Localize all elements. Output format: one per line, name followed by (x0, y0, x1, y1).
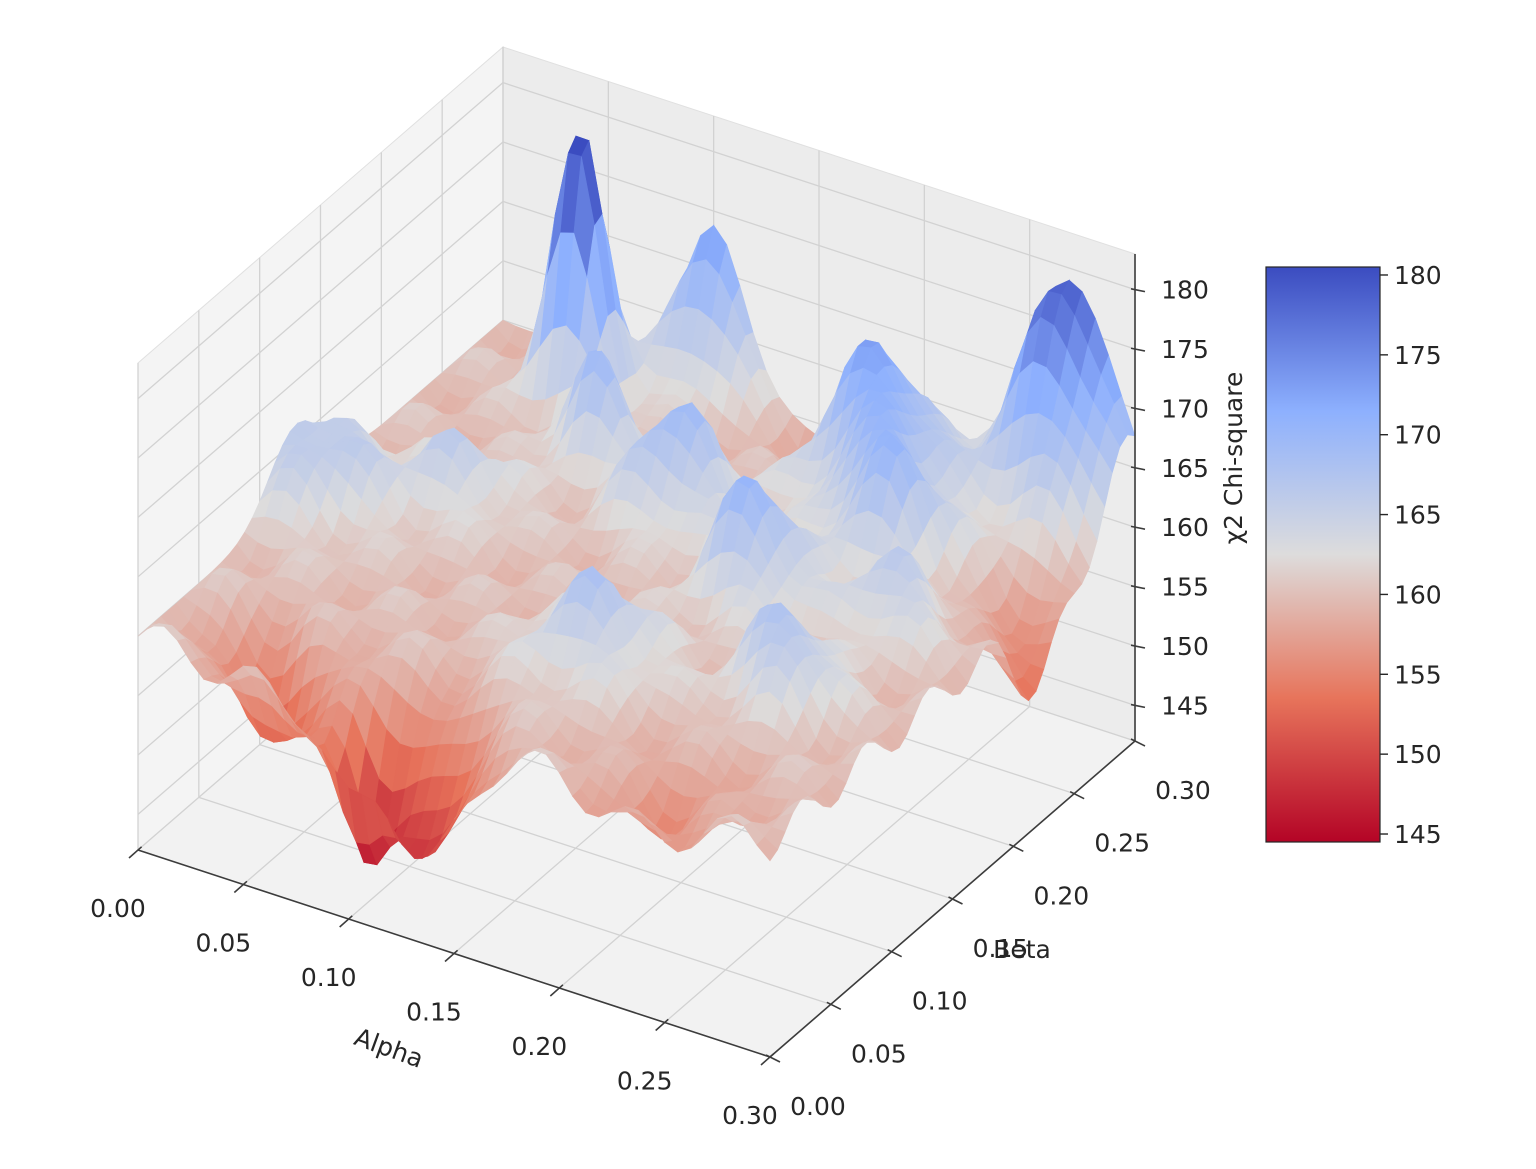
colorbar-tick-label: 150 (1394, 740, 1442, 769)
y-tick-mark (1130, 738, 1146, 747)
grid-line (502, 141, 1136, 350)
colorbar-tick-label: 180 (1394, 261, 1442, 290)
z-axis-label: χ2 Chi-square (1219, 372, 1248, 545)
grid-line (137, 141, 504, 459)
z-tick-mark (1130, 525, 1146, 530)
grid-line (137, 82, 504, 400)
z-tick-label: 145 (1161, 691, 1209, 720)
z-tick-mark (1130, 703, 1146, 709)
tick-labels: 0.000.050.100.150.200.250.30 0.000.050.10… (90, 276, 1211, 1130)
surface-plot (137, 135, 1136, 866)
z-tick-mark (1130, 347, 1146, 352)
surface-patch (756, 836, 778, 862)
colorbar: 145 150 155 160 165 170 175 180 (1265, 261, 1442, 849)
colorbar-tick-label: 170 (1394, 421, 1442, 450)
y-tick-label: 0.10 (912, 987, 968, 1016)
x-axis-label: Alpha (351, 1022, 428, 1074)
z-tick-label: 150 (1161, 632, 1209, 661)
x-tick-mark (655, 1018, 669, 1032)
grid-line (137, 200, 504, 518)
z-tick-label: 155 (1161, 573, 1209, 602)
x-tick-label: 0.00 (90, 894, 146, 923)
colorbar-ticks: 145 150 155 160 165 170 175 180 (1380, 261, 1442, 849)
colorbar-tick-label: 145 (1394, 820, 1442, 849)
y-tick-label: 0.05 (851, 1039, 907, 1068)
colorbar-tick-label: 165 (1394, 501, 1442, 530)
grid-line (137, 260, 504, 578)
y-tick-mark (948, 896, 963, 905)
x-tick-label: 0.05 (195, 929, 251, 958)
z-tick-label: 160 (1161, 513, 1209, 542)
x-tick-label: 0.25 (617, 1067, 673, 1096)
x-tick-mark (233, 880, 248, 894)
colorbar-tick-label: 160 (1394, 580, 1442, 609)
y-axis-label: Beta (993, 935, 1051, 964)
x-tick-mark (339, 915, 353, 928)
z-tick-label: 170 (1161, 394, 1209, 423)
z-tick-mark (1130, 644, 1146, 649)
y-tick-label: 0.25 (1094, 829, 1150, 858)
x-tick-mark (128, 846, 143, 859)
x-tick-label: 0.10 (301, 963, 357, 992)
z-tick-label: 180 (1161, 276, 1209, 305)
x-tick-label: 0.30 (722, 1101, 778, 1130)
y-tick-label: 0.20 (1033, 881, 1089, 910)
z-tick-mark (1130, 406, 1146, 412)
colorbar-tick-label: 155 (1394, 660, 1442, 689)
y-tick-mark (765, 1054, 781, 1063)
x-tick-mark (760, 1053, 775, 1066)
y-tick-mark (887, 948, 903, 958)
colorbar-tick-label: 175 (1394, 341, 1442, 370)
grid-line (198, 796, 832, 1005)
colorbar-gradient (1265, 266, 1381, 843)
z-tick-mark (1130, 466, 1146, 471)
y-tick-label: 0.30 (1155, 776, 1211, 805)
x-tick-mark (444, 949, 459, 963)
z-tick-mark (1130, 585, 1146, 590)
z-tick-mark (1130, 288, 1146, 293)
x-tick-label: 0.20 (511, 1032, 567, 1061)
x-tick-label: 0.15 (406, 998, 462, 1027)
y-tick-label: 0.15 (973, 934, 1029, 963)
y-tick-mark (1008, 843, 1024, 853)
y-tick-mark (1069, 790, 1085, 800)
y-tick-label: 0.00 (790, 1092, 846, 1121)
x-tick-mark (549, 984, 564, 997)
y-tick-mark (826, 1001, 842, 1011)
grid-line (502, 82, 1136, 291)
z-tick-label: 175 (1161, 335, 1209, 364)
z-tick-label: 165 (1161, 454, 1209, 483)
